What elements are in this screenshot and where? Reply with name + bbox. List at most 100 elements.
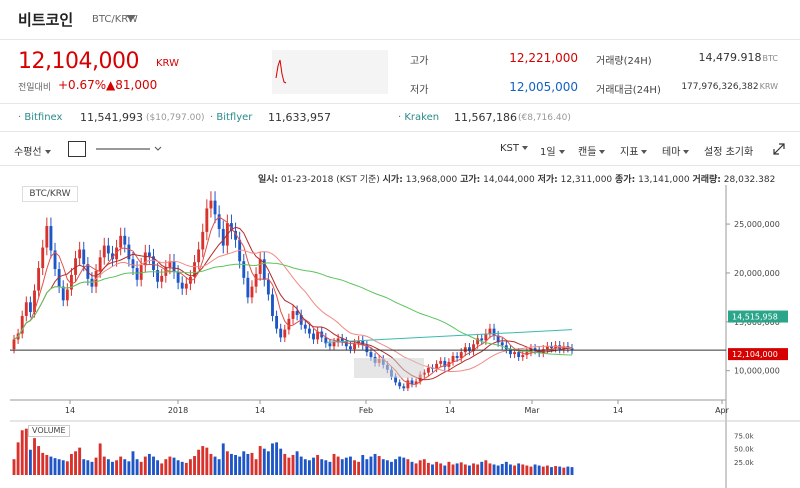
line-color-swatch[interactable] <box>68 141 86 157</box>
volume-bar <box>53 458 57 475</box>
volume-bar <box>98 443 102 475</box>
volume-bar <box>320 459 324 475</box>
price-chart-svg[interactable]: 25,000,00020,000,00015,000,00010,000,000… <box>10 185 800 488</box>
candle-body <box>340 338 344 342</box>
theme-select[interactable]: 테마 <box>662 143 690 158</box>
volume-bar <box>242 451 246 475</box>
volume-bar <box>291 455 295 475</box>
coin-header: 비트코인 BTC/KRW <box>0 0 800 40</box>
ohlc-volume: 28,032.382 <box>723 175 776 185</box>
volume-bar <box>197 449 201 475</box>
volume-bar <box>156 460 160 475</box>
ohlc-close-label: 종가: <box>615 175 636 185</box>
candle-body <box>180 282 184 289</box>
volume-bar <box>500 463 504 475</box>
exchange-eur-kraken: (€8,716.40) <box>518 113 571 123</box>
volume-bar <box>398 456 402 475</box>
candle-body <box>550 346 553 349</box>
volume-bar <box>459 462 463 475</box>
line-style-select[interactable] <box>96 141 164 157</box>
amount-24h-label: 거래대금(24H) <box>596 85 661 96</box>
volume-bar <box>422 459 426 475</box>
volume-bar <box>418 460 422 475</box>
volume-bar <box>365 459 369 475</box>
timezone-caret-icon <box>522 146 529 150</box>
candle-body <box>230 223 233 231</box>
candle-body <box>275 315 279 329</box>
candle-body <box>455 356 459 358</box>
x-tick-label: 14 <box>613 406 623 415</box>
volume-bar <box>472 463 475 475</box>
volume-bar <box>451 464 455 475</box>
volume-bar <box>135 459 139 475</box>
candle-body <box>312 333 315 340</box>
volume-bar <box>106 459 110 475</box>
interval-label: 1일 <box>540 147 556 158</box>
theme-label: 테마 <box>662 147 681 158</box>
interval-select[interactable]: 1일 <box>540 143 565 158</box>
timezone-label: KST <box>500 143 520 154</box>
candle-body <box>488 328 492 334</box>
hline-tool-select[interactable]: 수평선 <box>14 143 51 158</box>
volume-bar <box>570 467 574 475</box>
candle-body <box>45 226 49 248</box>
indicator-select[interactable]: 지표 <box>620 143 648 158</box>
candle-body <box>570 348 574 351</box>
x-tick-label: Mar <box>524 406 540 415</box>
volume-bar <box>349 456 352 475</box>
volume-bar <box>180 461 184 475</box>
exchange-name-bitflyer[interactable]: · Bitflyer <box>210 112 253 123</box>
timezone-select[interactable]: KST <box>500 143 529 154</box>
volume-bar <box>533 464 537 475</box>
candle-type-select[interactable]: 캔들 <box>578 143 606 158</box>
candle-body <box>131 259 135 269</box>
price-chart-area[interactable]: 25,000,00020,000,00015,000,00010,000,000… <box>10 185 800 488</box>
candle-body <box>205 208 209 232</box>
candle-body <box>414 381 418 385</box>
candle-body <box>332 342 336 347</box>
price-tag-box <box>728 348 788 361</box>
amount-24h-unit: KRW <box>759 82 778 91</box>
volume-bar <box>230 453 233 475</box>
chart-toolbar: 수평선 KST 1일 캔들 지표 테마 설정 초기화 <box>0 132 800 166</box>
volume-bar <box>307 460 311 475</box>
candle-body <box>82 249 86 265</box>
volume-bar <box>82 459 86 475</box>
mini-sparkline-line <box>275 59 287 84</box>
coin-select-caret-icon[interactable] <box>126 15 136 21</box>
volume-bar <box>373 453 377 475</box>
volume-bar <box>504 461 508 475</box>
candle-body <box>28 302 32 313</box>
exchange-name-bitfinex[interactable]: · Bitfinex <box>18 112 63 123</box>
exchange-name-kraken[interactable]: · Kraken <box>398 112 440 123</box>
candle-body <box>53 250 57 270</box>
candle-body <box>250 286 254 298</box>
volume-bar <box>353 460 356 475</box>
ohlc-date-label: 일시: <box>258 175 279 185</box>
exchange-price-kraken: 11,567,186 <box>454 111 517 124</box>
volume-bar <box>312 457 315 475</box>
volume-bar <box>201 446 205 475</box>
volume-bar <box>435 461 439 475</box>
candle-body <box>242 261 246 278</box>
fullscreen-expand-icon[interactable] <box>772 141 786 155</box>
exchange-price-bitflyer: 11,633,957 <box>268 111 331 124</box>
volume-bar <box>381 459 385 475</box>
candle-body <box>418 374 422 382</box>
candle-body <box>102 245 106 258</box>
y-tick-label: 10,000,000 <box>734 367 780 376</box>
candle-body <box>406 380 410 389</box>
ohlc-low-label: 저가: <box>537 175 558 185</box>
candle-body <box>193 262 196 277</box>
volume-bar <box>250 452 254 475</box>
volume-bar <box>16 442 20 475</box>
volume-bar <box>86 460 90 475</box>
reset-settings-button[interactable]: 설정 초기화 <box>704 147 754 158</box>
candle-body <box>57 269 61 287</box>
ohlc-low: 12,311,000 <box>560 175 613 185</box>
volume-bar <box>65 461 69 475</box>
candle-body <box>451 356 455 362</box>
volume-bar <box>439 463 443 475</box>
volume-bar <box>74 451 77 475</box>
trend-line <box>325 329 573 343</box>
